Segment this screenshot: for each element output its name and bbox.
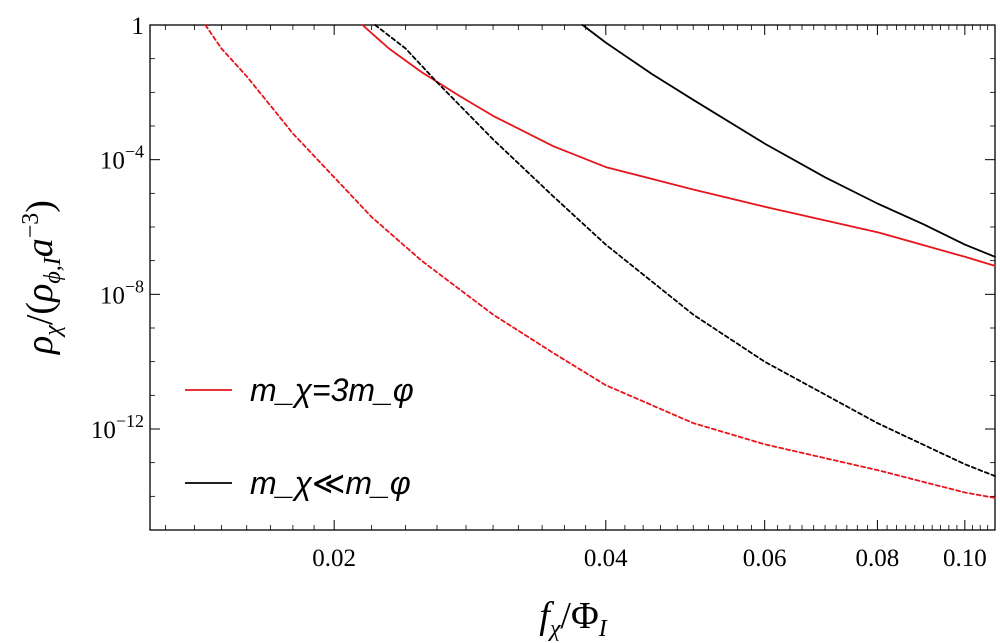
legend-label: m_χ=3m_φ: [250, 372, 414, 408]
legend: m_χ=3m_φ m_χ≪m_φ: [185, 372, 414, 501]
axis-tick-labels: 0.02 0.04 0.06 0.08 0.10 1 10−4 10−8 10−12: [91, 13, 987, 572]
series-line-0: [361, 24, 996, 267]
legend-label: m_χ≪m_φ: [250, 465, 411, 501]
y-tick-label: 10−4: [100, 142, 144, 175]
x-tick-label: 0.02: [312, 545, 356, 572]
x-tick-label: 0.10: [943, 545, 987, 572]
x-tick-label: 0.08: [856, 545, 900, 572]
y-tick-label: 10−8: [100, 276, 144, 309]
x-tick-label: 0.04: [584, 545, 628, 572]
y-tick-label: 10−12: [91, 411, 144, 444]
x-axis-label: fχ/ΦI: [539, 595, 607, 642]
series-line-3: [581, 24, 996, 258]
plot-frame: [149, 24, 996, 531]
y-axis-label: ρχ/(ρϕ,Ia−3): [18, 200, 66, 355]
series-line-1: [204, 24, 996, 499]
plot-border: [149, 24, 996, 531]
x-tick-label: 0.06: [743, 545, 787, 572]
axis-ticks: [150, 24, 995, 531]
y-tick-label: 1: [132, 13, 145, 40]
series-line-2: [374, 24, 996, 478]
series-layer: [204, 24, 996, 499]
